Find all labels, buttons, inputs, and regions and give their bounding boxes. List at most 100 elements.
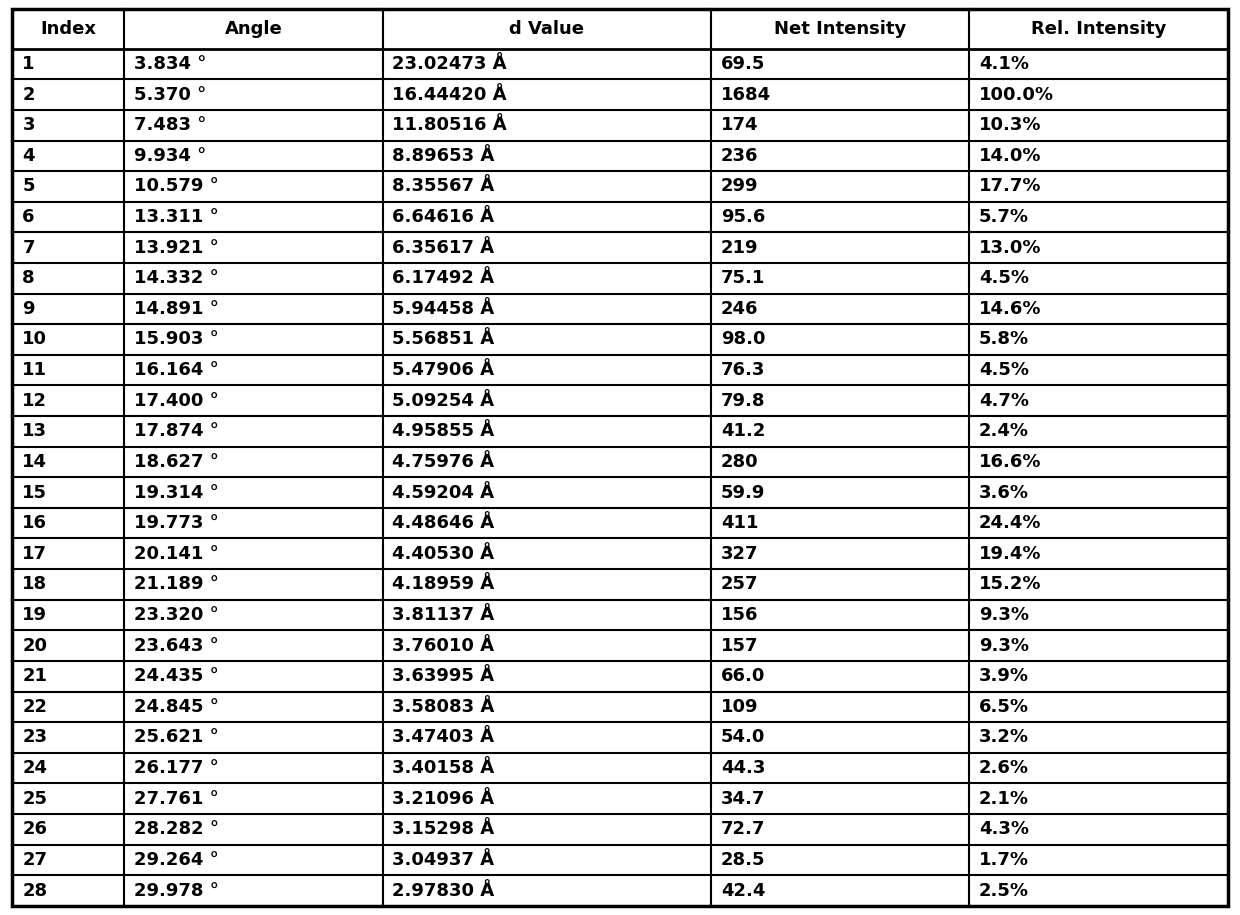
Bar: [970, 569, 1228, 599]
Bar: [124, 692, 383, 722]
Bar: [383, 569, 711, 599]
Bar: [383, 110, 711, 141]
Text: 27.761 °: 27.761 °: [134, 790, 218, 808]
Text: 2.1%: 2.1%: [980, 790, 1029, 808]
Text: 26.177 °: 26.177 °: [134, 759, 218, 777]
Text: 19.314 °: 19.314 °: [134, 483, 218, 501]
Bar: [124, 661, 383, 692]
Text: 98.0: 98.0: [720, 330, 765, 349]
Text: 1: 1: [22, 55, 35, 73]
Bar: [124, 232, 383, 263]
Text: 17.400 °: 17.400 °: [134, 392, 218, 410]
Bar: [711, 141, 970, 171]
Bar: [124, 845, 383, 876]
Bar: [383, 630, 711, 661]
Text: 3: 3: [22, 116, 35, 135]
Text: 100.0%: 100.0%: [980, 86, 1054, 103]
Bar: [12, 324, 124, 355]
Bar: [970, 232, 1228, 263]
Bar: [124, 569, 383, 599]
Text: 20.141 °: 20.141 °: [134, 544, 218, 563]
Bar: [383, 661, 711, 692]
Text: 13.311 °: 13.311 °: [134, 208, 218, 226]
Bar: [12, 232, 124, 263]
Text: 14.332 °: 14.332 °: [134, 269, 218, 287]
Bar: [711, 478, 970, 508]
Text: 15.903 °: 15.903 °: [134, 330, 218, 349]
Bar: [383, 9, 711, 48]
Text: 257: 257: [720, 576, 758, 594]
Text: 79.8: 79.8: [720, 392, 765, 410]
Bar: [970, 599, 1228, 630]
Text: 2.4%: 2.4%: [980, 423, 1029, 440]
Bar: [124, 508, 383, 539]
Bar: [12, 263, 124, 294]
Bar: [124, 110, 383, 141]
Text: 2: 2: [22, 86, 35, 103]
Bar: [970, 110, 1228, 141]
Bar: [124, 9, 383, 48]
Bar: [12, 48, 124, 80]
Bar: [383, 845, 711, 876]
Bar: [970, 9, 1228, 48]
Bar: [383, 783, 711, 814]
Bar: [970, 171, 1228, 201]
Text: 327: 327: [720, 544, 758, 563]
Bar: [383, 478, 711, 508]
Text: 18: 18: [22, 576, 47, 594]
Text: 3.81137 Å: 3.81137 Å: [393, 606, 495, 624]
Bar: [12, 661, 124, 692]
Bar: [711, 692, 970, 722]
Text: 24.435 °: 24.435 °: [134, 667, 218, 685]
Text: 76.3: 76.3: [720, 361, 765, 379]
Bar: [124, 599, 383, 630]
Text: 75.1: 75.1: [720, 269, 765, 287]
Text: 3.63995 Å: 3.63995 Å: [393, 667, 495, 685]
Text: 23.643 °: 23.643 °: [134, 637, 218, 654]
Text: 29.978 °: 29.978 °: [134, 881, 219, 899]
Bar: [711, 416, 970, 447]
Text: 28.282 °: 28.282 °: [134, 821, 219, 838]
Bar: [383, 232, 711, 263]
Text: Index: Index: [40, 20, 97, 38]
Bar: [711, 110, 970, 141]
Text: 3.76010 Å: 3.76010 Å: [393, 637, 495, 654]
Bar: [970, 539, 1228, 569]
Bar: [12, 722, 124, 753]
Text: 4.75976 Å: 4.75976 Å: [393, 453, 495, 471]
Bar: [970, 478, 1228, 508]
Text: 5.7%: 5.7%: [980, 208, 1029, 226]
Bar: [383, 447, 711, 478]
Text: 156: 156: [720, 606, 758, 624]
Bar: [711, 814, 970, 845]
Text: 3.58083 Å: 3.58083 Å: [393, 698, 495, 716]
Text: 59.9: 59.9: [720, 483, 765, 501]
Bar: [12, 783, 124, 814]
Text: 14.0%: 14.0%: [980, 146, 1042, 165]
Text: 23.02473 Å: 23.02473 Å: [393, 55, 507, 73]
Text: 2.97830 Å: 2.97830 Å: [393, 881, 495, 899]
Bar: [12, 814, 124, 845]
Text: 280: 280: [720, 453, 759, 471]
Bar: [970, 845, 1228, 876]
Text: 6.5%: 6.5%: [980, 698, 1029, 716]
Text: 8.35567 Å: 8.35567 Å: [393, 178, 495, 196]
Bar: [711, 80, 970, 110]
Bar: [970, 783, 1228, 814]
Text: 28.5: 28.5: [720, 851, 765, 869]
Text: 11: 11: [22, 361, 47, 379]
Bar: [383, 385, 711, 416]
Text: 3.21096 Å: 3.21096 Å: [393, 790, 495, 808]
Bar: [12, 447, 124, 478]
Text: Rel. Intensity: Rel. Intensity: [1030, 20, 1166, 38]
Text: 5.94458 Å: 5.94458 Å: [393, 300, 495, 318]
Bar: [12, 80, 124, 110]
Bar: [970, 447, 1228, 478]
Text: 5.09254 Å: 5.09254 Å: [393, 392, 495, 410]
Text: 109: 109: [720, 698, 758, 716]
Bar: [124, 263, 383, 294]
Text: 3.6%: 3.6%: [980, 483, 1029, 501]
Bar: [12, 876, 124, 906]
Text: 157: 157: [720, 637, 758, 654]
Bar: [124, 478, 383, 508]
